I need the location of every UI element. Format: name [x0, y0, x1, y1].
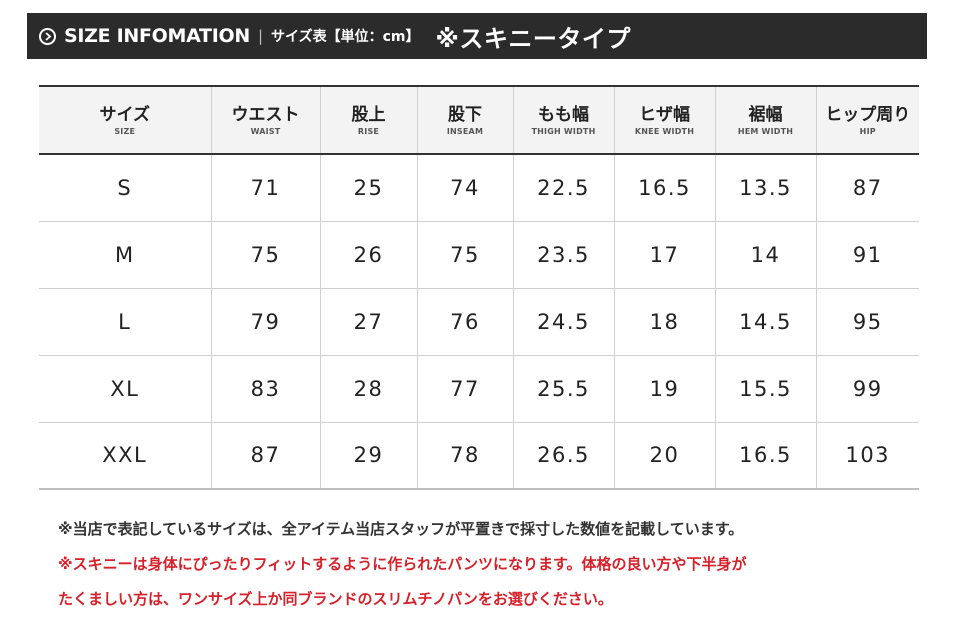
- table-cell: 14.5: [715, 288, 817, 355]
- table-cell: 75: [417, 221, 514, 288]
- table-cell: 74: [417, 154, 514, 221]
- table-cell: 27: [320, 288, 418, 355]
- table-cell: 28: [320, 355, 418, 422]
- table-cell: 77: [417, 355, 514, 422]
- table-cell: 15.5: [715, 355, 817, 422]
- column-header: ウエスト WAIST: [211, 85, 321, 155]
- table-cell: 103: [845, 443, 891, 468]
- table-cell: 13.5: [715, 154, 817, 221]
- column-header-en: HEM WIDTH: [737, 126, 794, 136]
- note-measurement: ※当店で表記しているサイズは、全アイテム当店スタッフが平置きで採寸した数値を記載…: [58, 520, 744, 538]
- table-cell: 26: [320, 221, 418, 288]
- table-cell: 14: [715, 221, 817, 288]
- column-header-jp: 股下: [448, 104, 482, 125]
- table-row: S 71 25 74 22.5 16.5 13.5 87: [39, 154, 919, 221]
- table-cell: 76: [417, 288, 514, 355]
- table-cell: 26.5: [513, 422, 615, 489]
- table-cell: 29: [320, 422, 418, 489]
- column-header: 裾幅 HEM WIDTH: [715, 85, 817, 155]
- table-cell: 23.5: [513, 221, 615, 288]
- column-header-jp: サイズ: [99, 104, 151, 125]
- column-header-en: KNEE WIDTH: [634, 126, 695, 136]
- column-header-jp: もも幅: [538, 104, 589, 125]
- table-cell: 18: [614, 288, 716, 355]
- column-header-jp: ヒップ周り: [825, 104, 911, 125]
- table-cell: S: [39, 154, 212, 221]
- table-cell: 83: [211, 355, 321, 422]
- column-header-jp: ウエスト: [231, 104, 300, 125]
- column-header-en: INSEAM: [446, 126, 484, 136]
- size-table: サイズ SIZE ウエスト WAIST 股上 RISE 股下 INSEAM もも幅 THI…: [39, 85, 919, 490]
- note-skinny-warning: ※スキニーは身体にぴったりフィットするように作られたパンツになります。体格の良い…: [58, 555, 747, 573]
- column-header-en: WAIST: [250, 126, 281, 136]
- table-cell: 75: [211, 221, 321, 288]
- table-cell: 16.5: [614, 154, 716, 221]
- table-row: XXL 87 29 78 26.5 20 16.5 103: [39, 422, 919, 489]
- table-cell: 71: [211, 154, 321, 221]
- header-separator: |: [257, 27, 264, 45]
- table-cell: M: [39, 221, 212, 288]
- table-row: L 79 27 76 24.5 18 14.5 95: [39, 288, 919, 355]
- table-cell: XXL: [39, 422, 212, 489]
- table-cell: XL: [39, 355, 212, 422]
- header-title: SIZE INFOMATION: [64, 25, 250, 47]
- column-header: もも幅 THIGH WIDTH: [513, 85, 615, 155]
- column-header: ヒザ幅 KNEE WIDTH: [614, 85, 716, 155]
- table-header-row: サイズ SIZE ウエスト WAIST 股上 RISE 股下 INSEAM もも幅 THI…: [39, 85, 919, 155]
- column-header-jp: 股上: [351, 104, 386, 125]
- table-cell: 79: [211, 288, 321, 355]
- column-header-jp: 裾幅: [748, 104, 783, 125]
- column-header: ヒップ周り HIP: [816, 85, 919, 155]
- column-header-en: SIZE: [114, 126, 136, 136]
- table-cell: 91: [852, 242, 883, 267]
- column-header: 股上 RISE: [320, 85, 418, 155]
- table-cell: 24.5: [513, 288, 615, 355]
- table-cell: 99: [852, 376, 883, 401]
- table-cell: 25: [320, 154, 418, 221]
- notes: ※当店で表記しているサイズは、全アイテム当店スタッフが平置きで採寸した数値を記載…: [58, 512, 928, 617]
- table-cell: 16.5: [715, 422, 817, 489]
- column-header-en: HIP: [859, 126, 876, 136]
- table-cell: 20: [614, 422, 716, 489]
- column-header: サイズ SIZE: [39, 85, 212, 155]
- table-row: XL 83 28 77 25.5 19 15.5 99: [39, 355, 919, 422]
- table-cell: 17: [614, 221, 716, 288]
- table-row: M 75 26 75 23.5 17 14 91: [39, 221, 919, 288]
- circle-arrow-right-icon: [39, 27, 56, 45]
- table-cell: 95: [852, 309, 883, 334]
- header-bar: SIZE INFOMATION | サイズ表【単位：cm】 ※スキニータイプ: [27, 13, 927, 59]
- table-cell: 19: [614, 355, 716, 422]
- column-header-en: THIGH WIDTH: [531, 126, 596, 136]
- table-cell: 25.5: [513, 355, 615, 422]
- table-cell: 87: [211, 422, 321, 489]
- table-cell: 22.5: [513, 154, 615, 221]
- header-type-label: ※スキニータイプ: [435, 24, 631, 53]
- table-cell: 87: [852, 175, 883, 200]
- column-header-jp: ヒザ幅: [639, 104, 690, 125]
- column-header: 股下 INSEAM: [417, 85, 514, 155]
- table-cell: L: [39, 288, 212, 355]
- note-skinny-advice: たくましい方は、ワンサイズ上か同ブランドのスリムチノパンをお選びください。: [58, 590, 613, 608]
- table-cell: 78: [417, 422, 514, 489]
- column-header-en: RISE: [357, 126, 380, 136]
- header-subtitle: サイズ表【単位：cm】: [271, 29, 420, 45]
